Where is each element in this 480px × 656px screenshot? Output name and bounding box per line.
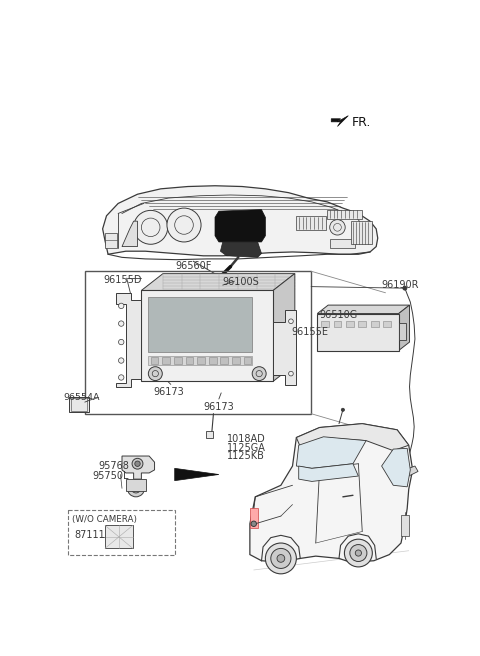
Polygon shape [103, 186, 378, 256]
Bar [142, 291, 273, 381]
Circle shape [288, 319, 293, 323]
Polygon shape [273, 274, 295, 381]
Bar [399, 323, 407, 340]
Circle shape [167, 208, 201, 242]
Bar [330, 239, 355, 248]
Polygon shape [122, 221, 137, 247]
Circle shape [288, 371, 293, 376]
Bar [321, 321, 329, 327]
Polygon shape [405, 466, 418, 476]
Polygon shape [116, 293, 142, 387]
Circle shape [265, 543, 296, 574]
Polygon shape [382, 448, 410, 487]
Circle shape [135, 461, 140, 466]
Bar [350, 221, 372, 244]
Bar [69, 397, 89, 412]
Circle shape [119, 358, 124, 363]
Polygon shape [215, 210, 265, 242]
Bar [209, 358, 216, 363]
Circle shape [350, 544, 367, 562]
Bar [85, 271, 311, 414]
Circle shape [403, 286, 407, 290]
Text: 96510G: 96510G [320, 310, 358, 319]
Bar [334, 321, 341, 327]
Text: 95768: 95768 [99, 461, 130, 472]
Bar [232, 358, 240, 363]
Text: 96155D: 96155D [103, 275, 142, 285]
Bar [174, 358, 181, 363]
Bar [206, 432, 214, 438]
Circle shape [277, 554, 285, 562]
Polygon shape [175, 468, 219, 481]
Circle shape [341, 408, 345, 411]
Circle shape [119, 321, 124, 326]
Circle shape [407, 467, 410, 470]
Bar [151, 358, 158, 363]
Bar [296, 216, 326, 230]
Bar [401, 514, 409, 536]
Circle shape [119, 375, 124, 380]
Bar [162, 358, 170, 363]
Circle shape [132, 483, 141, 493]
Bar [197, 358, 205, 363]
Bar [105, 525, 133, 548]
Bar [327, 210, 362, 219]
Circle shape [330, 220, 345, 235]
Polygon shape [331, 115, 348, 127]
Text: 87111: 87111 [74, 530, 105, 540]
Polygon shape [220, 242, 262, 257]
Circle shape [271, 548, 291, 569]
Text: 1125KB: 1125KB [227, 451, 264, 461]
Bar [147, 356, 252, 365]
Circle shape [251, 521, 256, 527]
Text: 96100S: 96100S [223, 277, 260, 287]
Polygon shape [399, 305, 409, 350]
Circle shape [119, 339, 124, 345]
Text: 1125GA: 1125GA [227, 443, 265, 453]
Text: 96190R: 96190R [382, 281, 419, 291]
Bar [383, 321, 391, 327]
Text: 96173: 96173 [204, 402, 234, 412]
Text: 1018AD: 1018AD [227, 434, 265, 445]
Polygon shape [122, 456, 155, 479]
Bar [359, 321, 366, 327]
Bar [105, 233, 117, 248]
Bar [68, 510, 175, 554]
Circle shape [132, 459, 143, 469]
Bar [244, 358, 252, 363]
Bar [346, 321, 354, 327]
Bar [126, 479, 146, 491]
Bar [317, 314, 399, 350]
Polygon shape [142, 274, 295, 291]
Circle shape [148, 367, 162, 380]
Polygon shape [299, 464, 359, 482]
Bar [186, 358, 193, 363]
Text: 96173: 96173 [153, 387, 184, 397]
Circle shape [345, 539, 372, 567]
Bar [371, 321, 379, 327]
Text: (W/O CAMERA): (W/O CAMERA) [72, 516, 137, 524]
Polygon shape [296, 424, 409, 451]
Text: FR.: FR. [352, 115, 372, 129]
Circle shape [127, 480, 144, 497]
Text: 96155E: 96155E [291, 327, 328, 337]
Polygon shape [250, 424, 413, 562]
Text: 96560F: 96560F [175, 261, 212, 271]
Polygon shape [317, 305, 409, 314]
Text: 96554A: 96554A [64, 393, 100, 402]
Circle shape [355, 550, 361, 556]
Bar [71, 398, 87, 411]
Circle shape [252, 367, 266, 380]
Bar [220, 358, 228, 363]
Text: 95750L: 95750L [93, 472, 129, 482]
Polygon shape [273, 310, 296, 385]
Bar [250, 508, 258, 527]
Circle shape [133, 211, 168, 244]
Bar [147, 297, 252, 352]
Circle shape [119, 303, 124, 308]
Polygon shape [296, 437, 366, 468]
